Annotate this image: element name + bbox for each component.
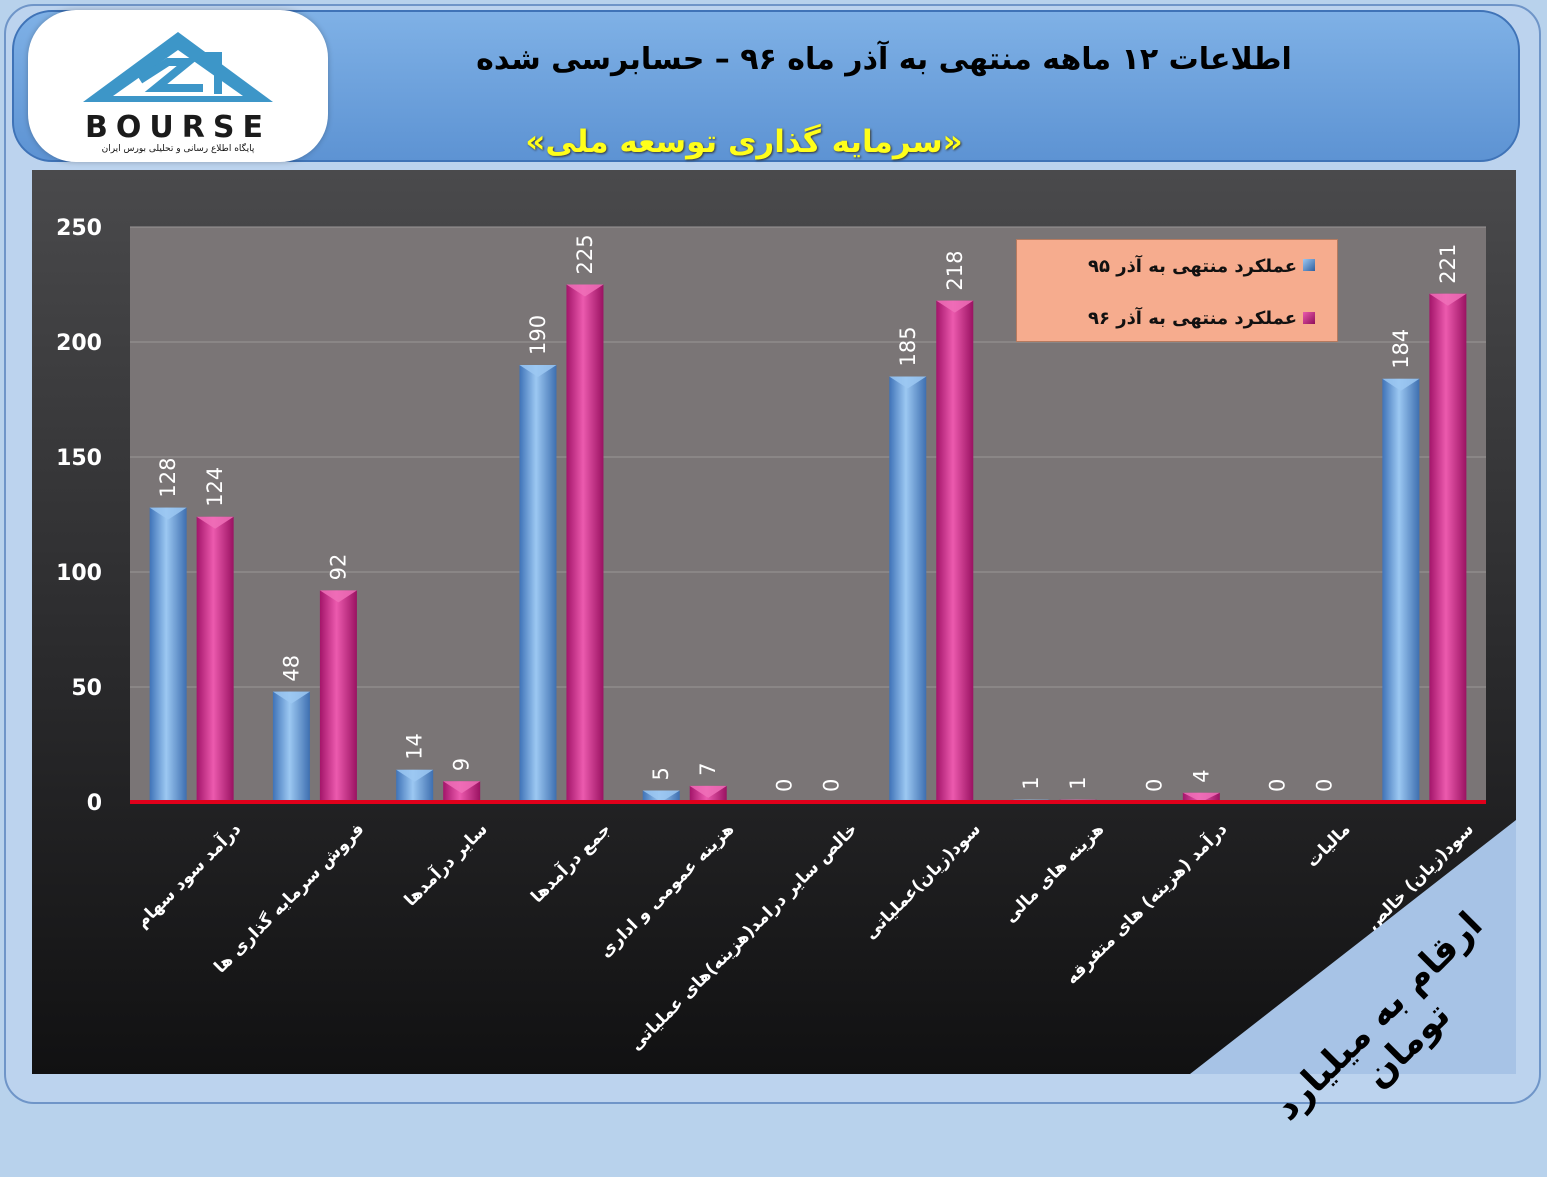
legend-swatch-series1 (1303, 259, 1315, 271)
y-tick-label: 50 (71, 676, 102, 701)
logo-tagline: پایگاه اطلاع رسانی و تحلیلی بورس ایران (101, 144, 255, 154)
bar-series2 (566, 284, 604, 802)
value-label: 14 (403, 733, 427, 760)
logo-mark-icon (83, 32, 273, 102)
bar-series1 (519, 365, 557, 802)
value-label: 221 (1436, 244, 1460, 284)
y-tick-label: 0 (87, 791, 102, 816)
value-label: 185 (896, 326, 920, 366)
y-tick-label: 150 (56, 446, 102, 471)
bar-cap-series2 (443, 781, 481, 794)
bar-cap-series2 (936, 300, 974, 313)
y-tick-label: 200 (56, 331, 102, 356)
bar-cap-series1 (642, 790, 680, 802)
bar-series1 (1382, 378, 1420, 802)
legend-entry-series1: عملکرد منتهی به آذر ۹۵ (1087, 256, 1297, 277)
bar-series2 (319, 590, 357, 802)
y-tick-label: 100 (56, 561, 102, 586)
y-tick-label: 250 (56, 216, 102, 241)
page-subtitle: «سرمایه گذاری توسعه ملی» (525, 124, 963, 160)
value-label: 4 (1189, 769, 1213, 782)
bar-cap-series1 (1382, 378, 1420, 391)
bar-cap-series2 (566, 284, 604, 297)
legend-swatch-series2 (1303, 312, 1315, 324)
value-label: 1 (1019, 776, 1043, 789)
value-label: 0 (1142, 779, 1166, 792)
bar-cap-series2 (1429, 293, 1467, 306)
value-label: 190 (526, 315, 550, 355)
bar-cap-series2 (689, 785, 727, 798)
legend-entry-series2: عملکرد منتهی به آذر ۹۶ (1087, 308, 1297, 329)
bar-cap-series1 (889, 376, 927, 389)
value-label: 124 (203, 467, 227, 507)
value-label: 7 (696, 763, 720, 776)
value-label: 225 (573, 234, 597, 274)
logo: BOURSE پایگاه اطلاع رسانی و تحلیلی بورس … (28, 10, 328, 162)
bar-series1 (889, 376, 927, 802)
value-label: 0 (820, 779, 844, 792)
value-label: 48 (279, 655, 303, 682)
bar-series2 (196, 516, 234, 802)
value-label: 0 (773, 779, 797, 792)
bar-series1 (149, 507, 187, 802)
value-label: 92 (326, 554, 350, 581)
bar-cap-series1 (149, 507, 187, 520)
value-label: 128 (156, 458, 180, 498)
value-label: 0 (1313, 779, 1337, 792)
bar-cap-series2 (1182, 792, 1220, 802)
bar-series2 (1429, 293, 1467, 802)
bar-series2 (936, 300, 974, 802)
bar-cap-series1 (519, 365, 557, 377)
bar-cap-series2 (196, 516, 234, 529)
value-label: 1 (1066, 776, 1090, 789)
logo-text: BOURSE (85, 110, 271, 145)
bar-cap-series1 (396, 769, 434, 782)
value-label: 0 (1266, 779, 1290, 792)
value-label: 5 (649, 767, 673, 780)
value-label: 184 (1389, 329, 1413, 369)
value-label: 9 (450, 758, 474, 771)
value-label: 218 (943, 251, 967, 291)
bar-cap-series1 (272, 691, 310, 704)
chart-area: 0 50 100 150 200 250 128 124 48 92 14 9 190 225 5 7 0 0 1… (32, 170, 1516, 1074)
chart-legend: عملکرد منتهی به آذر ۹۵ عملکرد منتهی به آ… (1016, 239, 1338, 342)
page-title: اطلاعات ۱۲ ماهه منتهی به آذر ماه ۹۶ – حس… (476, 42, 1292, 77)
bar-series1 (272, 691, 310, 802)
bar-cap-series2 (319, 590, 357, 603)
